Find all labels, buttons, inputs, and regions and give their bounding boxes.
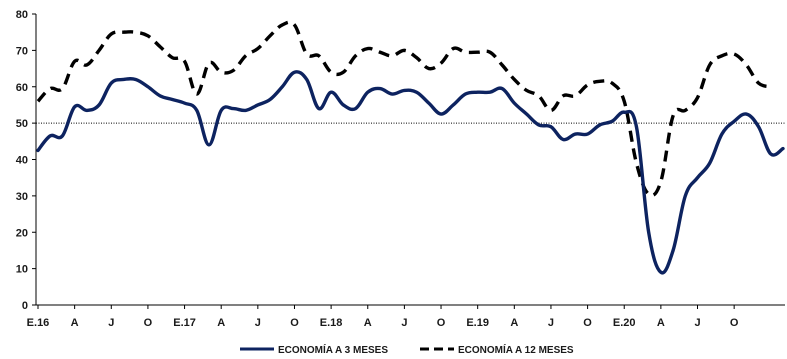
x-tick-label: E.20 — [613, 317, 636, 329]
x-tick-label: O — [583, 317, 592, 329]
x-tick-label: J — [108, 317, 114, 329]
legend-label: ECONOMÍA A 3 MESES — [278, 343, 388, 356]
y-tick-label: 30 — [16, 191, 28, 203]
x-tick-label: O — [290, 317, 299, 329]
y-tick-label: 80 — [16, 9, 28, 21]
legend-label: ECONOMÍA A 12 MESES — [458, 343, 574, 356]
y-tick-label: 10 — [16, 264, 28, 276]
x-tick-label: O — [437, 317, 446, 329]
x-tick-label: E.16 — [27, 317, 50, 329]
x-tick-label: A — [657, 317, 665, 329]
y-tick-label: 0 — [22, 300, 28, 312]
y-axis: 0 10 20 30 40 50 60 70 80 — [16, 9, 37, 312]
series-group — [36, 20, 785, 275]
x-tick-label: E.18 — [320, 317, 343, 329]
x-tick-label: O — [730, 317, 739, 329]
y-tick-label: 60 — [16, 82, 28, 94]
x-tick-label: E.17 — [173, 317, 196, 329]
x-tick-label: J — [255, 317, 261, 329]
y-tick-label: 40 — [16, 155, 28, 167]
x-tick-label: O — [144, 317, 153, 329]
legend: ECONOMÍA A 3 MESES ECONOMÍA A 12 MESES — [240, 343, 574, 356]
x-tick-label: J — [694, 317, 700, 329]
x-axis: E.16 A J O E.17 A J O E.18 A J O E.19 A J O E.20 A J O — [27, 304, 785, 329]
y-tick-label: 70 — [16, 45, 28, 57]
y-tick-label: 50 — [16, 118, 28, 130]
x-tick-label: A — [71, 317, 79, 329]
series-line-economia-12-meses — [36, 20, 772, 198]
x-tick-label: A — [217, 317, 225, 329]
x-tick-label: A — [510, 317, 518, 329]
x-tick-label: J — [548, 317, 554, 329]
x-tick-label: A — [364, 317, 372, 329]
x-tick-label: J — [401, 317, 407, 329]
y-tick-label: 20 — [16, 227, 28, 239]
x-tick-label: E.19 — [466, 317, 489, 329]
series-line-economia-3-meses — [36, 70, 785, 275]
